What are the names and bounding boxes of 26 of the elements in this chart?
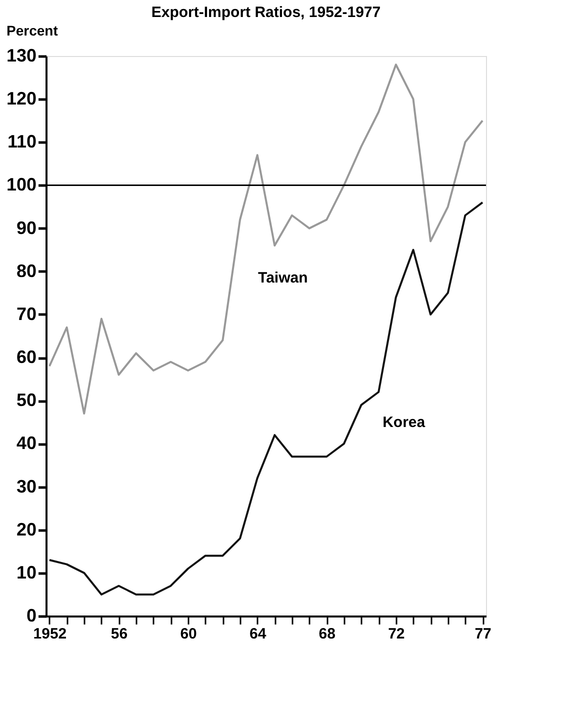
- y-tick-label: 50: [16, 390, 36, 410]
- y-tick-label: 10: [16, 562, 36, 582]
- y-tick-label: 40: [16, 433, 36, 454]
- y-tick-label: 0: [26, 606, 36, 626]
- y-tick-label: 30: [16, 476, 36, 496]
- y-tick-label: 20: [16, 519, 36, 540]
- y-tick-label: 110: [7, 132, 36, 152]
- y-tick-label: 80: [16, 260, 36, 281]
- chart-title: Export-Import Ratios, 1952-1977: [151, 4, 381, 21]
- y-tick-label: 130: [6, 46, 36, 66]
- x-tick-label: 1952: [33, 626, 67, 642]
- x-tick-label: 72: [388, 626, 405, 642]
- y-tick-label: 90: [16, 218, 36, 238]
- y-tick-label: 60: [16, 347, 36, 368]
- x-tick-label: 56: [110, 626, 128, 642]
- y-tick-label: 120: [6, 88, 36, 109]
- line-series: [48, 201, 484, 596]
- x-tick-label: 68: [318, 626, 336, 642]
- y-tick-label: 70: [16, 304, 36, 324]
- x-tick-label: 64: [249, 626, 267, 642]
- y-axis-title: Percent: [6, 22, 58, 38]
- y-tick-label: 100: [6, 174, 36, 195]
- series-label: Taiwan: [258, 270, 308, 287]
- x-tick-label: 77: [474, 626, 492, 642]
- x-tick-label: 60: [180, 626, 197, 642]
- series-label: Korea: [382, 414, 426, 431]
